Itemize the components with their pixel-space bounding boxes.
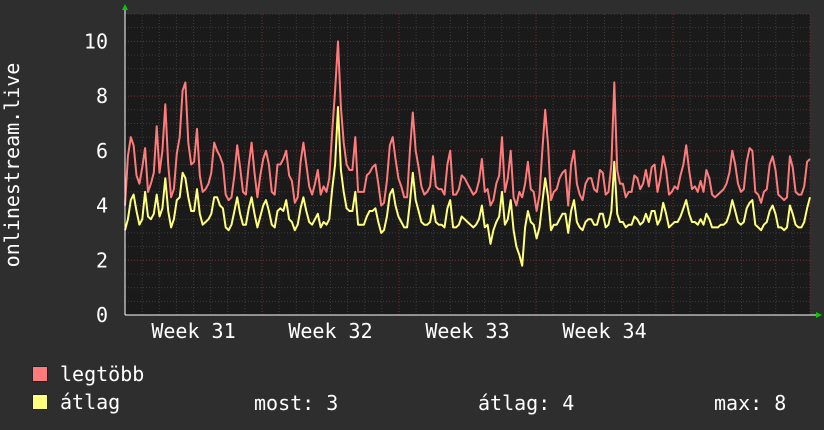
- series-line-legtobb: [124, 40, 811, 212]
- y-tick-label: 6: [96, 139, 108, 163]
- y-tick-label: 4: [96, 194, 108, 218]
- legend-swatch-legtobb: [32, 366, 48, 382]
- y-tick-label: 8: [96, 84, 108, 108]
- legend-item-legtobb: legtöbb: [32, 362, 145, 386]
- x-axis-arrow: [816, 312, 822, 318]
- stat-average: átlag: 4: [478, 391, 575, 415]
- y-axis-arrow: [122, 4, 128, 10]
- y-tick-label: 2: [96, 248, 108, 272]
- legend-label-legtobb: legtöbb: [60, 362, 145, 386]
- x-tick-label: Week 34: [562, 319, 646, 343]
- x-tick-label: Week 31: [151, 319, 235, 343]
- y-tick-label: 10: [84, 29, 108, 53]
- stat-maximum: max: 8: [714, 391, 787, 415]
- legend-swatch-atlag: [32, 394, 48, 410]
- series-line-atlag: [124, 106, 811, 267]
- y-axis-title: onlinestream.live: [0, 63, 24, 268]
- legend-item-atlag: átlag: [32, 390, 121, 414]
- x-tick-label: Week 33: [425, 319, 509, 343]
- line-chart: 0 2 4 6 8 10 Week 31 Week 32 Week 33 Week 34 onlin…: [0, 4, 822, 343]
- stat-current: most: 3: [254, 391, 339, 415]
- y-tick-label: 0: [96, 303, 108, 327]
- legend-label-atlag: átlag: [60, 390, 121, 414]
- x-tick-label: Week 32: [288, 319, 372, 343]
